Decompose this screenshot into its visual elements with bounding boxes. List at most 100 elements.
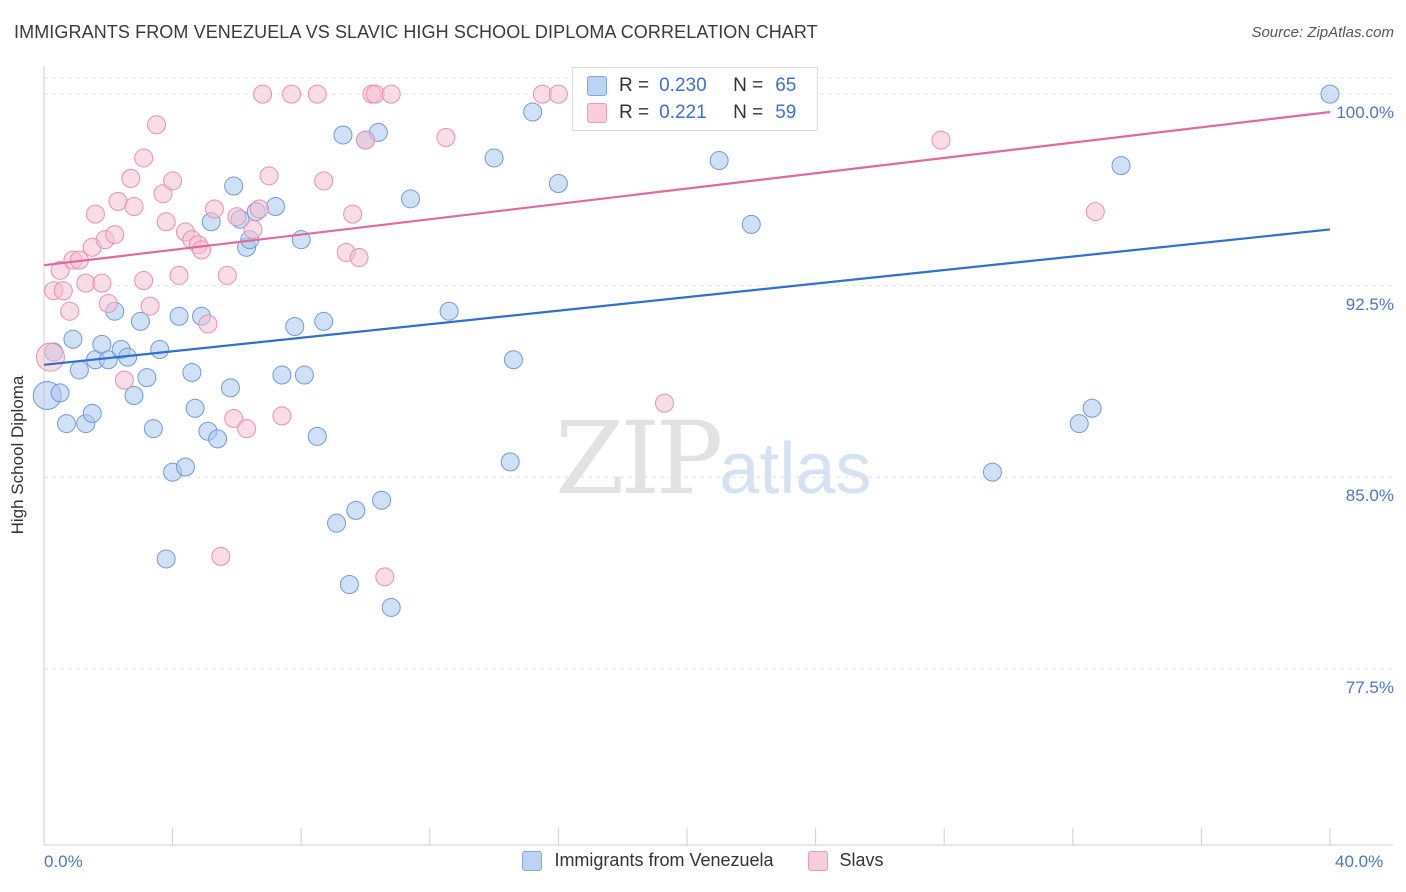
data-point: [134, 148, 154, 168]
data-point: [253, 84, 273, 104]
r-label: R =: [619, 75, 650, 96]
data-point: [375, 567, 395, 587]
data-point: [130, 311, 150, 331]
data-point: [224, 176, 244, 196]
series-slavs-points: [35, 84, 1105, 587]
data-point: [69, 360, 89, 380]
data-point: [198, 314, 218, 334]
data-point: [211, 546, 231, 566]
data-point: [143, 419, 163, 439]
data-point: [60, 301, 80, 321]
data-point: [98, 294, 118, 314]
data-point: [134, 271, 154, 291]
data-point: [224, 408, 244, 428]
watermark-atlas: atlas: [719, 429, 872, 509]
data-point: [285, 317, 305, 337]
data-point: [314, 171, 334, 191]
data-point: [1085, 202, 1105, 222]
data-point: [381, 597, 401, 617]
data-point: [53, 281, 73, 301]
data-point: [249, 199, 269, 219]
legend-label-venezuela: Immigrants from Venezuela: [554, 850, 774, 870]
data-point: [272, 365, 292, 385]
data-point: [50, 383, 70, 403]
data-point: [346, 500, 366, 520]
r-value-venezuela: 0.230: [659, 75, 707, 96]
x-tick-label-min: 0.0%: [44, 852, 83, 871]
source-label[interactable]: Source: ZipAtlas.com: [1251, 24, 1394, 41]
data-point: [654, 393, 674, 413]
data-point: [35, 342, 65, 372]
data-point: [227, 207, 247, 227]
data-point: [140, 296, 160, 316]
legend-item-venezuela[interactable]: Immigrants from Venezuela: [522, 850, 774, 871]
data-point: [185, 398, 205, 418]
data-point: [156, 212, 176, 232]
data-point: [85, 204, 105, 224]
data-point: [314, 311, 334, 331]
data-point: [548, 84, 568, 104]
data-point: [114, 370, 134, 390]
data-point: [709, 151, 729, 171]
data-point: [220, 378, 240, 398]
data-point: [124, 385, 144, 405]
data-point: [57, 414, 77, 434]
data-point: [243, 219, 263, 239]
venezuela-swatch: [587, 76, 607, 96]
n-value-venezuela: 65: [775, 75, 797, 96]
data-point: [169, 265, 189, 285]
data-point: [182, 362, 202, 382]
data-point: [307, 426, 327, 446]
data-point: [1082, 398, 1102, 418]
data-point: [137, 368, 157, 388]
trendline: [43, 110, 1331, 267]
data-point: [105, 225, 125, 245]
data-point: [931, 130, 951, 150]
n-value-slavs: 59: [775, 102, 797, 123]
data-point: [327, 513, 347, 533]
data-point: [339, 574, 359, 594]
stats-row-slavs: R = 0.221 N = 59: [587, 101, 796, 125]
series-legend: Immigrants from Venezuela Slavs: [0, 850, 1406, 871]
legend-item-slavs[interactable]: Slavs: [807, 850, 884, 871]
y-tick-label: 85.0%: [1345, 486, 1394, 506]
slavs-swatch: [587, 103, 607, 123]
data-point: [163, 171, 183, 191]
data-point: [741, 214, 761, 234]
y-tick-label: 100.0%: [1336, 103, 1394, 123]
legend-swatch-venezuela: [522, 850, 543, 871]
r-label: R =: [619, 102, 650, 123]
stats-legend: R = 0.230 N = 65 R = 0.221 N = 59: [572, 67, 818, 131]
legend-label-slavs: Slavs: [839, 850, 884, 870]
data-point: [548, 173, 568, 193]
data-point: [272, 406, 292, 426]
data-point: [259, 166, 279, 186]
data-point: [523, 102, 543, 122]
data-point: [108, 191, 128, 211]
legend-swatch-slavs: [807, 850, 828, 871]
data-point: [50, 260, 70, 280]
data-point: [76, 273, 96, 293]
trendline: [43, 228, 1331, 366]
data-point: [356, 130, 375, 150]
data-point: [484, 148, 504, 168]
data-point: [121, 168, 141, 188]
data-point: [401, 189, 421, 209]
data-point: [265, 196, 285, 216]
data-point: [294, 365, 314, 385]
data-point: [333, 125, 353, 145]
data-point: [92, 273, 112, 293]
data-point: [217, 265, 237, 285]
data-point: [150, 340, 170, 360]
data-point: [204, 199, 224, 219]
data-point: [169, 306, 189, 326]
data-point: [1111, 156, 1131, 176]
y-tick-label: 92.5%: [1345, 294, 1394, 314]
chart-title: IMMIGRANTS FROM VENEZUELA VS SLAVIC HIGH…: [14, 22, 818, 42]
n-label: N =: [733, 75, 764, 96]
data-point: [532, 84, 552, 104]
axes: [43, 66, 1393, 846]
y-axis-label: High School Diploma: [8, 375, 27, 535]
data-point: [175, 457, 195, 477]
data-point: [237, 419, 257, 439]
